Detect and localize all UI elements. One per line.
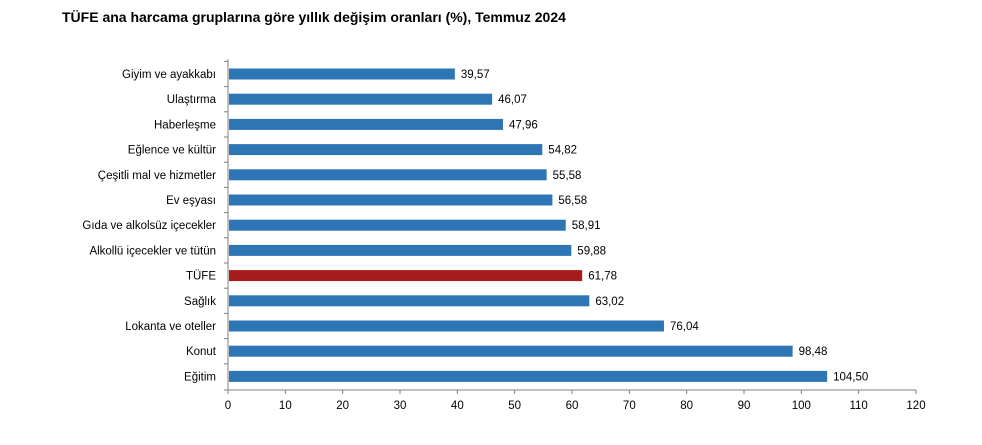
x-tick-label: 50 xyxy=(508,400,521,412)
bar xyxy=(229,244,572,256)
bar xyxy=(229,144,543,156)
category-label: Konut xyxy=(186,346,217,358)
value-label: 39,57 xyxy=(461,69,490,81)
category-label: Ev eşyası xyxy=(166,195,216,207)
chart-title: TÜFE ana harcama gruplarına göre yıllık … xyxy=(62,9,566,25)
value-label: 63,02 xyxy=(595,296,624,308)
category-label: Sağlık xyxy=(184,296,216,308)
x-tick-label: 10 xyxy=(279,400,292,412)
value-label: 59,88 xyxy=(577,245,606,257)
category-label: Çeşitli mal ve hizmetler xyxy=(98,170,216,182)
value-label: 61,78 xyxy=(588,271,617,283)
x-tick-label: 120 xyxy=(906,400,925,412)
value-label: 56,58 xyxy=(558,195,587,207)
value-label: 46,07 xyxy=(498,94,527,106)
value-label: 104,50 xyxy=(833,371,868,383)
category-label: Giyim ve ayakkabı xyxy=(122,69,216,81)
category-label: TÜFE xyxy=(186,271,216,283)
bar xyxy=(229,194,553,206)
bar xyxy=(229,345,793,357)
bar xyxy=(229,370,828,382)
bar xyxy=(229,93,493,105)
x-tick-label: 40 xyxy=(451,400,464,412)
x-tick-label: 100 xyxy=(792,400,811,412)
category-label: Eğlence ve kültür xyxy=(128,145,216,157)
value-label: 55,58 xyxy=(553,170,582,182)
value-label: 76,04 xyxy=(670,321,699,333)
x-tick-label: 60 xyxy=(566,400,579,412)
x-tick-label: 80 xyxy=(680,400,693,412)
x-tick-label: 20 xyxy=(336,400,349,412)
bar xyxy=(229,118,503,130)
bar xyxy=(229,219,566,231)
category-label: Ulaştırma xyxy=(167,94,217,106)
value-label: 98,48 xyxy=(799,346,828,358)
value-label: 47,96 xyxy=(509,119,538,131)
value-label: 54,82 xyxy=(548,145,577,157)
bar xyxy=(229,169,547,181)
x-tick-label: 30 xyxy=(394,400,407,412)
value-label: 58,91 xyxy=(572,220,601,232)
category-label: Eğitim xyxy=(184,371,216,383)
x-tick-label: 0 xyxy=(225,400,231,412)
category-label: Gıda ve alkolsüz içecekler xyxy=(82,220,216,232)
bar-tufe-highlight xyxy=(229,270,583,282)
category-label: Lokanta ve oteller xyxy=(125,321,216,333)
bar xyxy=(229,68,455,80)
x-tick-label: 70 xyxy=(623,400,636,412)
x-tick-label: 110 xyxy=(849,400,867,412)
bar xyxy=(229,295,590,307)
x-tick-label: 90 xyxy=(738,400,751,412)
category-label: Haberleşme xyxy=(154,119,216,131)
category-label: Alkollü içecekler ve tütün xyxy=(89,245,216,257)
bar xyxy=(229,320,664,332)
